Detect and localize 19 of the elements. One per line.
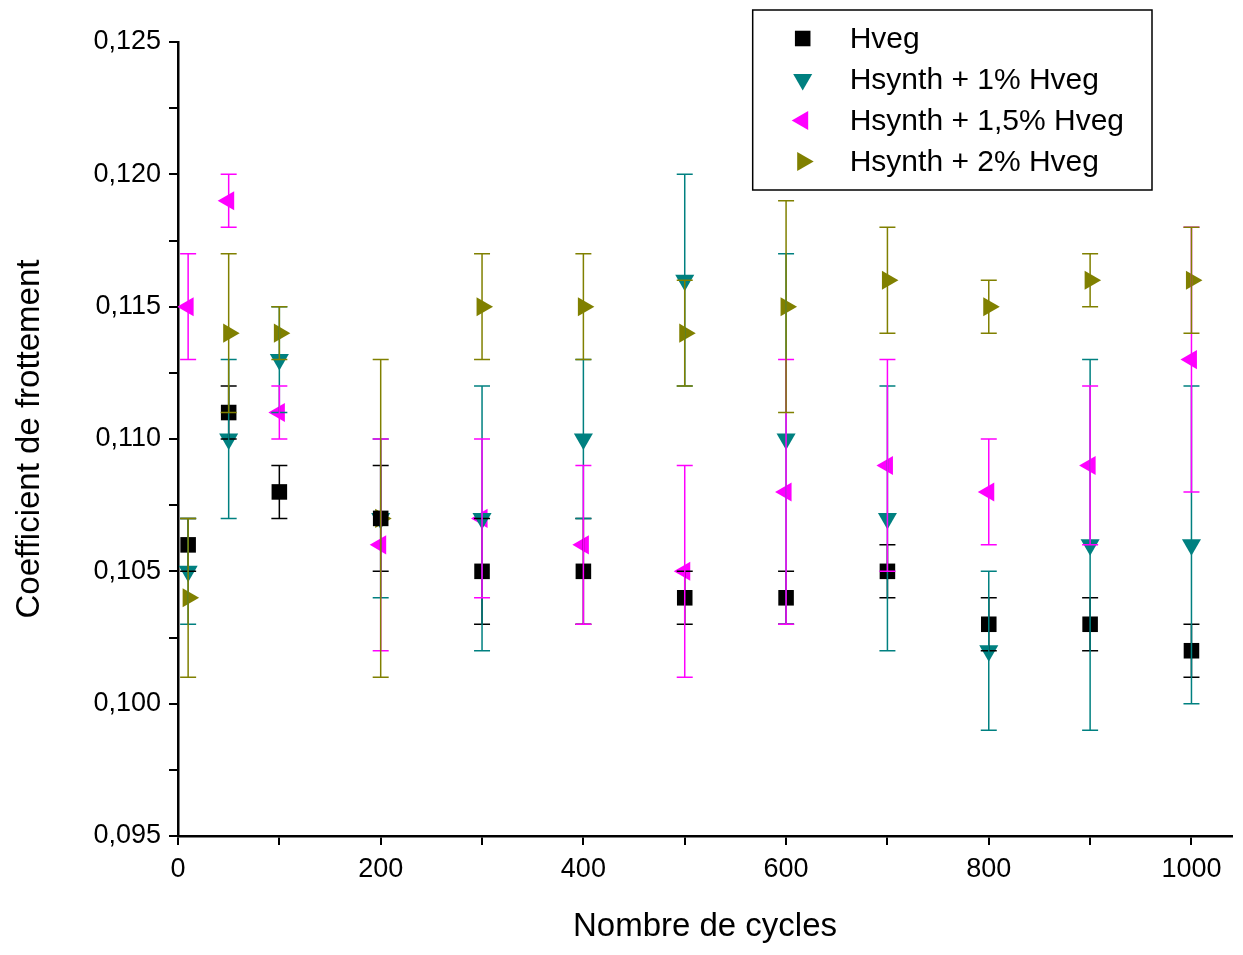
- y-tick-label: 0,115: [95, 290, 161, 321]
- x-tick-label: 600: [763, 852, 809, 883]
- x-tick-label: 400: [560, 852, 606, 883]
- y-tick-label: 0,095: [93, 819, 161, 850]
- legend-label: Hsynth + 1,5% Hveg: [849, 102, 1125, 136]
- y-tick-label: 0,120: [93, 157, 161, 188]
- y-tick-label: 0,105: [93, 554, 161, 585]
- x-tick-label: 200: [358, 852, 404, 883]
- y-axis-title: Coefficient de frottement: [8, 259, 46, 619]
- x-axis-title: Nombre de cycles: [572, 906, 838, 944]
- x-tick-label: 1000: [1161, 852, 1222, 883]
- y-tick-label: 0,125: [93, 25, 161, 56]
- x-tick-label: 800: [966, 852, 1012, 883]
- x-tick-label: 0: [170, 852, 186, 883]
- legend-label: Hsynth + 1% Hveg: [849, 61, 1099, 95]
- legend-label: Hveg: [849, 20, 920, 54]
- y-tick-label: 0,110: [95, 422, 161, 453]
- legend-label: Hsynth + 2% Hveg: [849, 143, 1099, 177]
- y-tick-label: 0,100: [93, 687, 161, 718]
